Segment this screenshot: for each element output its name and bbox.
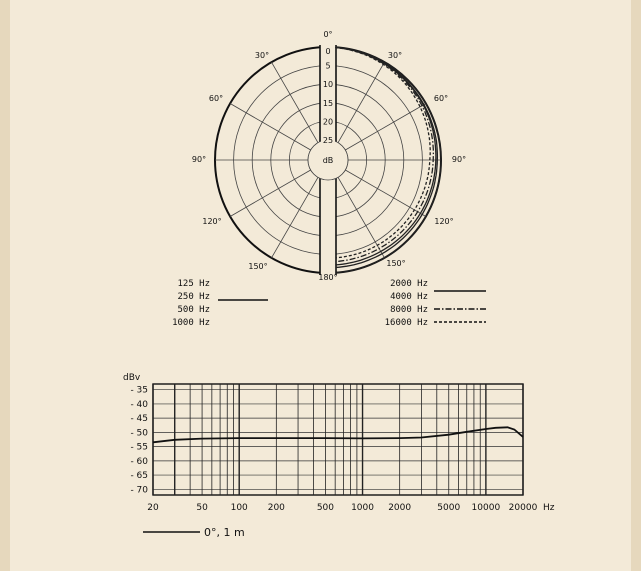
polar-series-line [335,46,442,274]
polar-angle-label: 90° [452,155,466,164]
freq-x-tick: 5000 [437,503,460,513]
freq-plot-frame [152,383,524,496]
polar-spoke [271,177,319,259]
polar-legend-label: 250 Hz [177,292,210,302]
freq-x-tick: 100 [231,503,248,513]
polar-spoke [229,103,311,151]
freq-y-tick: - 35 [130,386,148,396]
polar-legend-label: 16000 Hz [385,318,428,328]
polar-angle-label: 90° [192,155,206,164]
freq-response-line [152,426,524,444]
polar-radial-tick: 10 [323,80,333,89]
polar-angle-label: 120° [202,217,221,226]
polar-angle-label: 150° [386,259,405,268]
polar-spoke [345,103,427,151]
polar-legend-label: 2000 Hz [390,279,428,289]
polar-angle-label: 60° [434,94,448,103]
polar-angle-label: 150° [248,262,267,271]
freq-y-tick: - 45 [130,414,148,424]
polar-radial-tick: 25 [323,136,333,145]
polar-spoke [337,61,385,143]
polar-legend-label: 1000 Hz [172,318,210,328]
polar-center-gap [321,136,335,144]
polar-angle-label: 180° [318,273,337,282]
polar-spoke [345,169,427,217]
freq-x-tick: 2000 [388,503,411,513]
polar-radial-tick: 15 [323,99,333,108]
freq-y-tick: - 50 [130,428,148,438]
freq-legend-label: 0°, 1 m [204,526,245,539]
polar-bottom-channel [320,180,336,277]
polar-scale-column [320,45,336,140]
polar-angle-label: 0° [323,30,332,39]
freq-x-tick: 20 [147,503,159,513]
freq-y-tick: - 65 [130,471,148,481]
polar-legend-label: 4000 Hz [390,292,428,302]
polar-series-line [335,46,431,259]
polar-angle-label: 60° [209,94,223,103]
freq-y-tick: - 60 [130,457,148,467]
polar-angle-label: 120° [434,217,453,226]
freq-y-tick: - 55 [130,443,148,453]
polar-spoke [229,169,311,217]
freq-x-tick: 200 [268,503,285,513]
polar-legend-label: 8000 Hz [390,305,428,315]
polar-spoke [271,61,319,143]
freq-x-tick: 50 [196,503,208,513]
freq-x-tick: 1000 [351,503,374,513]
polar-series-line [335,46,435,263]
polar-legend-label: 125 Hz [177,279,210,289]
freq-x-tick: 500 [317,503,334,513]
polar-legend-label: 500 Hz [177,305,210,315]
freq-x-tick: 20000 [509,503,538,513]
polar-radial-tick: 0 [325,47,330,56]
freq-y-tick: - 40 [130,400,148,410]
polar-angle-label: 30° [255,51,269,60]
freq-y-label: dBv [123,373,141,383]
freq-x-unit: Hz [543,503,555,513]
polar-radial-tick: 20 [323,117,333,126]
freq-x-tick: 10000 [472,503,501,513]
polar-radial-tick: 5 [325,62,330,71]
polar-spoke [337,177,385,259]
polar-center-label: dB [323,156,334,165]
freq-y-tick: - 70 [130,485,148,495]
polar-angle-label: 30° [388,51,402,60]
